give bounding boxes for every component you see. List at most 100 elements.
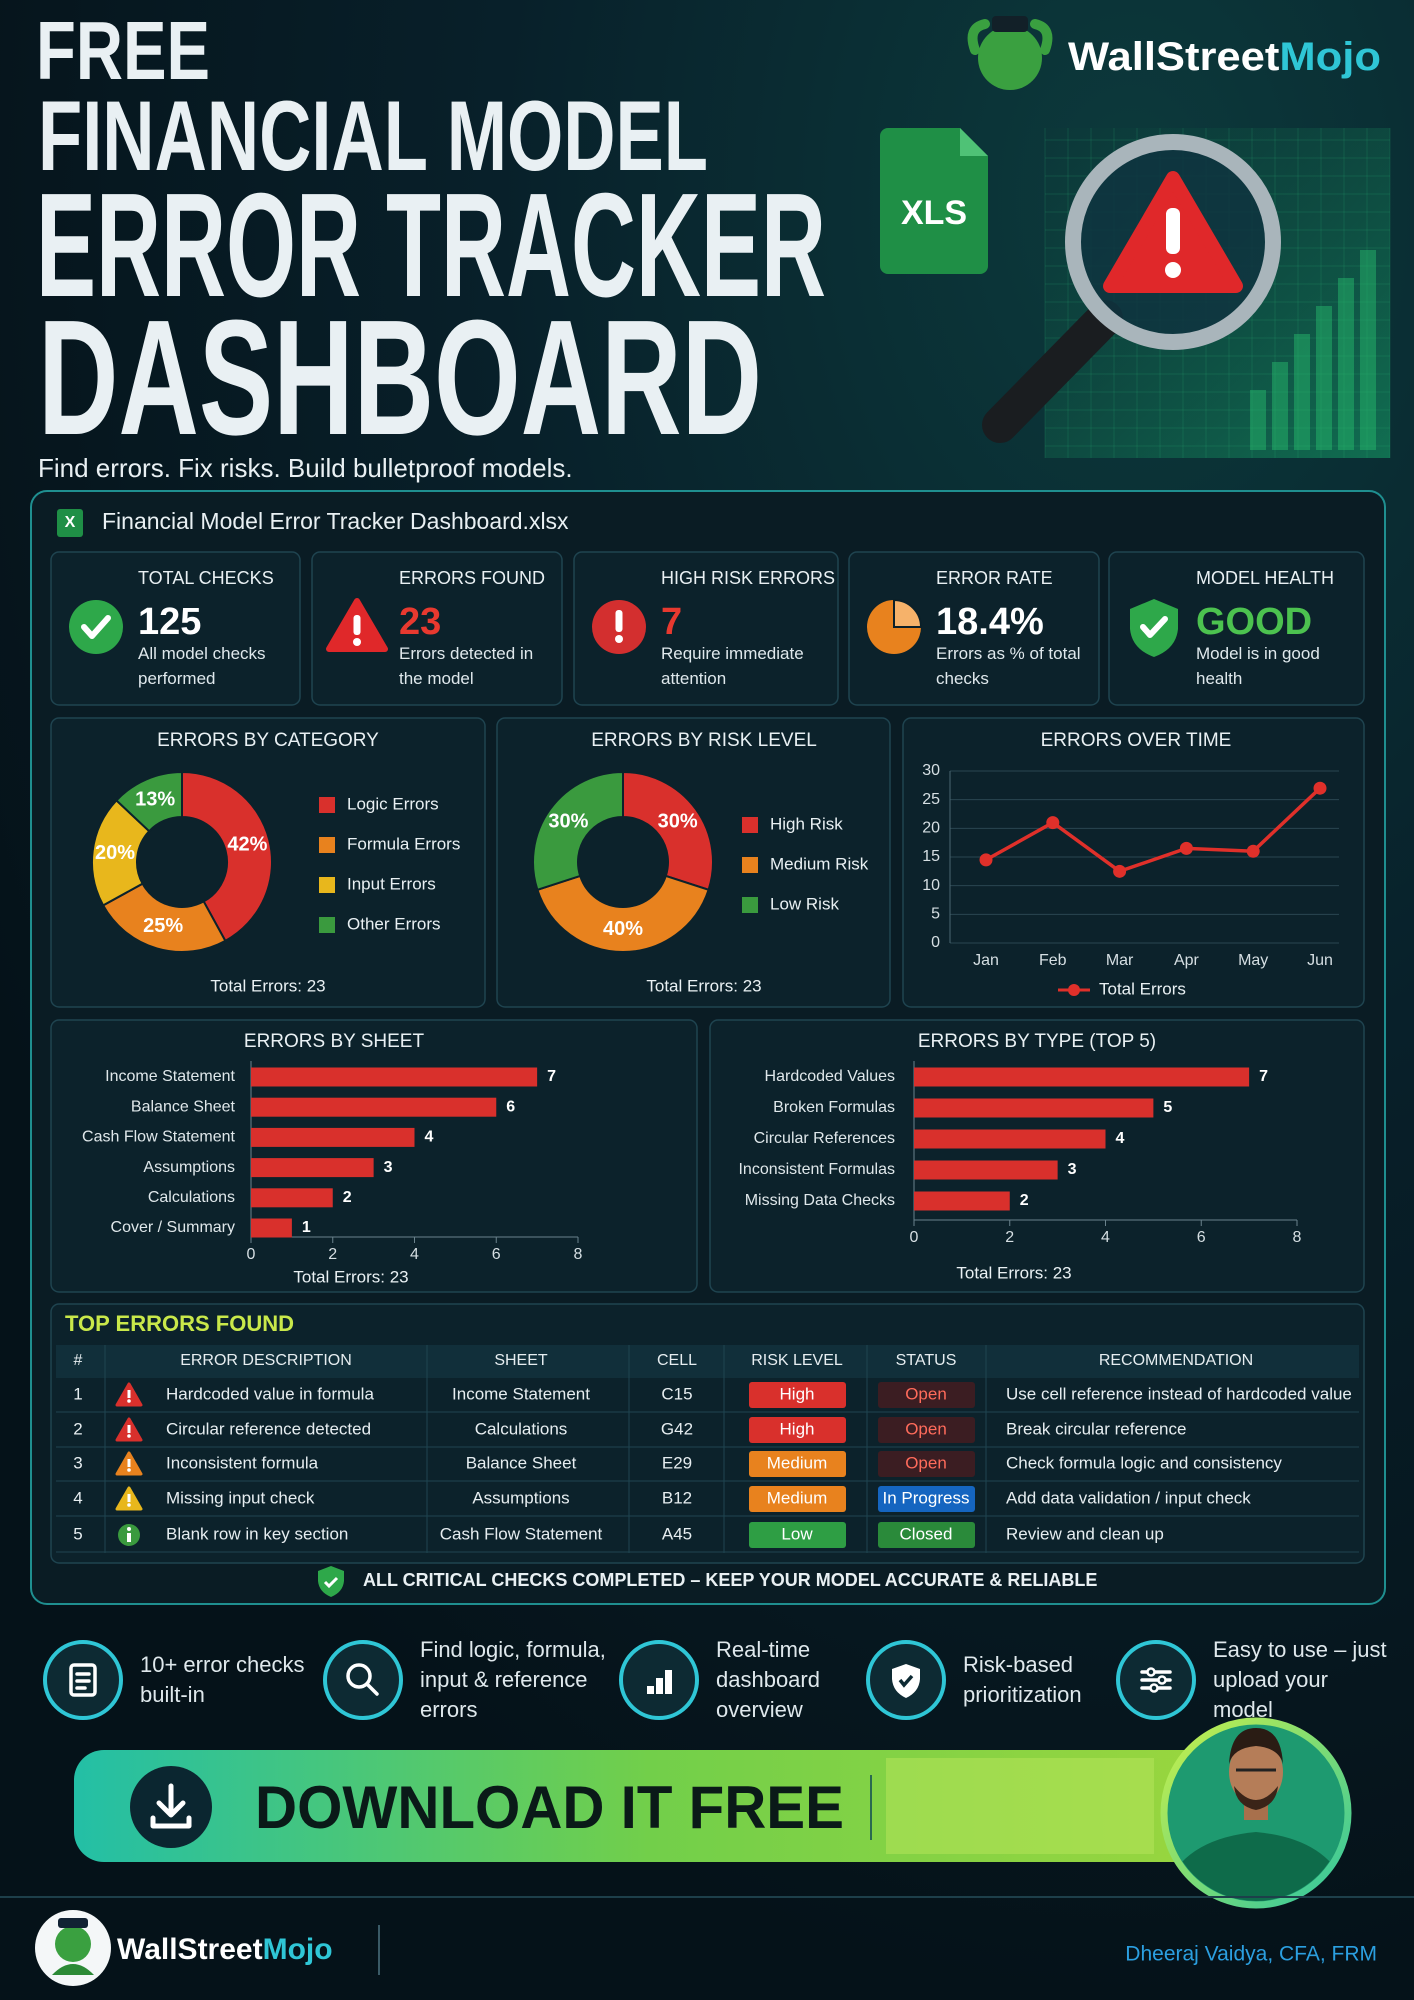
legend-label: Formula Errors: [347, 834, 460, 853]
legend-label: Input Errors: [347, 874, 436, 893]
sheet-bar: [1294, 334, 1310, 450]
x-tick-label: 2: [328, 1246, 337, 1263]
brand-logo-arms: [967, 19, 1053, 55]
y-tick-label: 25: [922, 791, 940, 808]
kpi-title: ERRORS FOUND: [399, 568, 545, 588]
footer-logo-figure: [55, 1926, 91, 1962]
series-marker: [1246, 844, 1260, 858]
status: Open: [905, 1419, 947, 1438]
chart-panel: [902, 717, 1365, 1008]
kpi-icon-dot: [353, 638, 361, 646]
category-label: Calculations: [148, 1189, 235, 1206]
footer-logo-body: [52, 1964, 94, 1975]
status-pill: [878, 1486, 975, 1512]
feature-glyph: [656, 1678, 663, 1694]
legend-swatch: [742, 817, 758, 833]
legend-label: Medium Risk: [770, 854, 869, 873]
chart-panel: [50, 1019, 698, 1293]
bar: [251, 1097, 497, 1117]
bar: [914, 1098, 1154, 1118]
kpi-value: 125: [138, 601, 201, 643]
bar: [914, 1191, 1010, 1211]
footer-brand-accent: Mojo: [263, 1933, 333, 1966]
recommendation: Review and clean up: [1006, 1524, 1164, 1543]
xls-label: XLS: [901, 194, 967, 232]
row-icon-mark: [127, 1533, 131, 1542]
legend-swatch: [319, 837, 335, 853]
banner-shield: [318, 1566, 344, 1597]
category-label: Income Statement: [105, 1068, 235, 1085]
chart-title: ERRORS BY CATEGORY: [157, 730, 379, 751]
recommendation: Check formula logic and consistency: [1006, 1453, 1282, 1472]
series-marker: [1313, 781, 1327, 795]
recommendation: Use cell reference instead of hardcoded …: [1006, 1384, 1352, 1403]
banner-check: [323, 1576, 339, 1589]
header-free: FREE: [36, 4, 210, 97]
cta-label[interactable]: DOWNLOAD IT FREE: [255, 1774, 844, 1841]
legend-swatch: [319, 877, 335, 893]
x-tick-label: Feb: [1039, 952, 1067, 969]
chart-note: Total Errors: 23: [646, 976, 761, 995]
bar-value: 2: [1020, 1192, 1029, 1209]
bar-value: 3: [384, 1159, 393, 1176]
bar: [914, 1067, 1250, 1087]
chart-note: Total Errors: 23: [956, 1263, 1071, 1282]
header-line2: ERROR TRACKER: [36, 163, 826, 328]
category-label: Cover / Summary: [111, 1219, 235, 1236]
feature-glyph: [1157, 1675, 1167, 1685]
bar-value: 4: [425, 1129, 434, 1146]
legend-swatch: [319, 917, 335, 933]
series-marker: [1046, 816, 1060, 830]
bar: [914, 1129, 1106, 1149]
category-label: Circular References: [754, 1130, 895, 1147]
bar-value: 5: [1163, 1099, 1172, 1116]
error-description: Blank row in key section: [166, 1524, 348, 1543]
x-tick-label: 4: [410, 1246, 419, 1263]
legend-marker: [1068, 984, 1080, 996]
kpi-title: TOTAL CHECKS: [138, 568, 274, 588]
y-tick-label: 10: [922, 877, 940, 894]
bar: [251, 1188, 333, 1208]
kpi-icon-dot: [615, 635, 623, 643]
feature-glyph: [647, 1686, 654, 1694]
x-tick-label: 4: [1101, 1229, 1110, 1246]
bar-value: 3: [1068, 1161, 1077, 1178]
xls-fold: [960, 128, 988, 156]
kpi-title: HIGH RISK ERRORS: [661, 568, 835, 588]
row-icon-mark: [127, 1459, 131, 1467]
category-label: Assumptions: [143, 1159, 235, 1176]
bar-value: 6: [506, 1098, 515, 1115]
brand-main: WallStreet: [1068, 35, 1279, 79]
sheet-bar: [1338, 278, 1354, 450]
cell-ref: C15: [661, 1384, 692, 1403]
y-tick-label: 20: [922, 820, 940, 837]
kpi-title: MODEL HEALTH: [1196, 568, 1334, 588]
bar: [251, 1218, 292, 1238]
footer-logo-hat: [58, 1918, 88, 1928]
kpi-card: [1108, 551, 1365, 706]
sheet-bar: [1272, 362, 1288, 450]
hair: [1229, 1728, 1283, 1764]
kpi-value: 7: [661, 601, 682, 643]
table-header-band: [56, 1345, 1359, 1378]
sheet-bar: [1316, 306, 1332, 450]
risk-level: Low: [781, 1524, 813, 1543]
cta-highlight: [886, 1758, 1154, 1854]
row-icon-dot: [127, 1527, 131, 1531]
kpi-icon-check: [81, 615, 111, 639]
kpi-icon-mark: [353, 615, 361, 635]
beard: [1234, 1786, 1278, 1810]
kpi-card: [573, 551, 839, 706]
category-label: Broken Formulas: [773, 1099, 895, 1116]
slice-label: 13%: [135, 788, 175, 810]
file-icon: [57, 509, 83, 537]
pie-slice: [114, 770, 183, 833]
row-number: 5: [73, 1524, 82, 1543]
x-tick-label: 2: [1005, 1229, 1014, 1246]
chart-title: ERRORS BY SHEET: [244, 1031, 425, 1052]
slice-label: 42%: [227, 833, 267, 855]
pie-slice: [622, 770, 714, 892]
feature-glyph: [1149, 1683, 1159, 1693]
download-arrow: [150, 1783, 192, 1829]
